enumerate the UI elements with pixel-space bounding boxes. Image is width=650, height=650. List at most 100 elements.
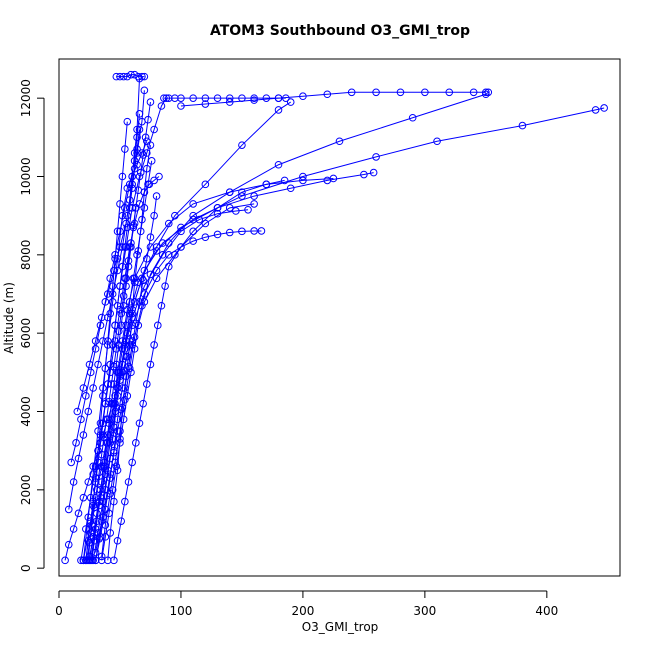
series-line — [76, 78, 140, 412]
data-point — [125, 309, 134, 318]
data-point — [164, 251, 173, 259]
data-point — [177, 102, 185, 110]
data-point — [155, 172, 163, 181]
data-point — [225, 228, 234, 237]
data-point — [69, 478, 78, 486]
data-point — [158, 251, 167, 259]
data-point — [138, 149, 146, 157]
series-line — [91, 207, 137, 561]
data-point — [112, 360, 121, 369]
data-point — [139, 276, 147, 285]
data-point — [140, 298, 149, 306]
data-point — [146, 270, 155, 279]
data-point — [238, 192, 246, 200]
data-point — [97, 450, 106, 459]
series-line — [95, 107, 605, 553]
data-point — [108, 486, 117, 494]
data-point — [106, 360, 115, 369]
data-point — [323, 176, 332, 185]
data-point — [108, 282, 117, 290]
data-point — [116, 200, 124, 208]
data-point — [280, 176, 289, 185]
data-point — [125, 298, 134, 306]
data-point — [139, 399, 147, 408]
data-point — [114, 341, 123, 349]
data-point — [127, 239, 135, 247]
data-point — [213, 204, 222, 212]
data-point — [124, 478, 133, 486]
data-point — [116, 282, 124, 290]
series-line — [107, 145, 151, 561]
data-point — [77, 556, 85, 565]
data-point — [138, 274, 146, 283]
data-point — [129, 274, 138, 283]
data-point — [103, 290, 112, 298]
data-point — [134, 321, 143, 330]
data-point — [171, 251, 179, 259]
data-point — [84, 407, 93, 416]
data-point — [135, 125, 144, 134]
data-point — [113, 392, 122, 400]
data-point — [161, 282, 169, 290]
data-point — [133, 145, 141, 153]
y-axis-label: Altitude (m) — [2, 282, 16, 354]
data-point — [111, 321, 119, 330]
data-point — [189, 237, 197, 245]
data-point — [135, 110, 144, 118]
data-point — [225, 204, 234, 212]
data-point — [112, 72, 121, 81]
x-tick-label: 100 — [170, 604, 193, 618]
data-point — [64, 540, 73, 549]
data-point — [335, 137, 344, 146]
data-point — [129, 221, 138, 230]
data-point — [130, 333, 139, 341]
data-point — [250, 96, 258, 104]
data-point — [232, 207, 240, 215]
data-point — [144, 180, 152, 189]
data-point — [91, 337, 100, 345]
data-point — [152, 274, 161, 283]
data-point — [113, 254, 122, 263]
data-point — [111, 392, 119, 400]
data-point — [121, 243, 129, 251]
data-point — [360, 170, 368, 179]
data-point — [117, 405, 125, 414]
data-point — [225, 188, 234, 196]
data-point — [79, 556, 88, 565]
data-point — [421, 88, 429, 97]
data-point — [286, 98, 295, 106]
series-line — [86, 102, 151, 561]
data-point — [127, 368, 135, 377]
data-point — [262, 180, 271, 189]
data-point — [67, 458, 75, 467]
data-point — [107, 415, 116, 424]
data-point — [96, 431, 105, 439]
data-point — [79, 431, 88, 439]
data-point — [130, 149, 139, 157]
data-point — [213, 94, 222, 102]
data-point — [114, 327, 123, 336]
data-point — [105, 509, 113, 518]
data-point — [100, 433, 108, 441]
data-point — [101, 533, 110, 541]
data-point — [250, 94, 258, 102]
data-point — [73, 407, 82, 416]
y-tick-label: 10000 — [19, 157, 33, 195]
data-point — [347, 88, 356, 97]
y-tick-label: 4000 — [19, 396, 33, 427]
data-point — [90, 503, 99, 512]
data-point — [138, 72, 146, 81]
data-point — [177, 223, 185, 232]
data-point — [97, 313, 106, 322]
data-point — [119, 292, 128, 300]
data-point — [133, 251, 141, 259]
data-point — [91, 345, 100, 353]
data-point — [140, 86, 149, 95]
data-point — [250, 227, 258, 235]
series-line — [101, 91, 489, 557]
data-point — [97, 556, 106, 565]
data-point — [150, 341, 158, 349]
data-point — [121, 497, 129, 506]
data-point — [99, 337, 107, 345]
